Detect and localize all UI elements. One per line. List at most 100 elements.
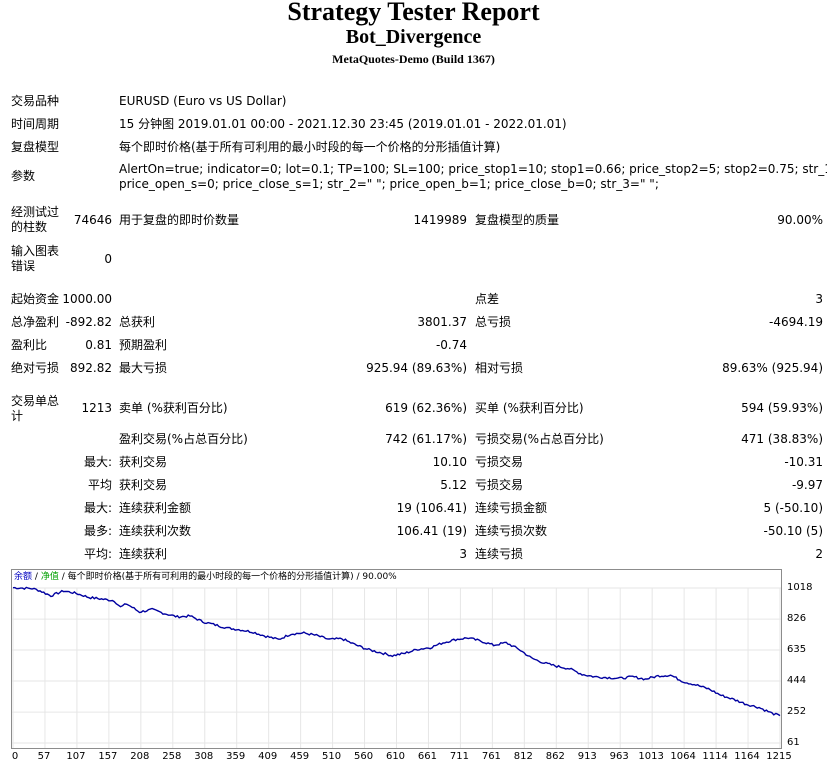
expert-name: Bot_Divergence bbox=[345, 26, 482, 48]
x-tick-label: 661 bbox=[417, 751, 437, 762]
most-cons-loss-label: 连续亏损次数 bbox=[475, 524, 548, 538]
period-value: 15 分钟图 2019.01.01 00:00 - 2021.12.30 23:… bbox=[119, 117, 567, 131]
x-tick-label: 57 bbox=[37, 751, 51, 762]
period-label: 时间周期 bbox=[11, 117, 60, 131]
max-cons-losses-value: 5 (-50.10) bbox=[763, 501, 824, 515]
caption-sep-1: / bbox=[34, 572, 38, 582]
loss-trades-value: 471 (38.83%) bbox=[741, 432, 823, 446]
largest-profit-label: 获利交易 bbox=[119, 455, 168, 469]
most-prefix: 最多: bbox=[83, 524, 112, 538]
model-label: 复盘模型 bbox=[11, 140, 60, 154]
x-tick-label: 812 bbox=[513, 751, 533, 762]
y-tick-label: 1018 bbox=[787, 582, 813, 593]
max-prefix: 最大: bbox=[83, 501, 112, 515]
bars-label-1: 经测试过 bbox=[11, 205, 60, 219]
abs-drawdown-label: 绝对亏损 bbox=[11, 361, 60, 375]
y-tick-label: 61 bbox=[787, 737, 800, 748]
spread-value: 3 bbox=[815, 292, 823, 306]
average-profit-value: 5.12 bbox=[440, 478, 467, 492]
server-build: MetaQuotes-Demo (Build 1367) bbox=[332, 52, 495, 66]
ticks-value: 1419989 bbox=[413, 213, 467, 227]
y-tick-label: 252 bbox=[787, 706, 807, 718]
x-tick-label: 510 bbox=[322, 751, 342, 762]
profit-factor-value: 0.81 bbox=[85, 338, 112, 352]
x-tick-label: 208 bbox=[130, 751, 150, 762]
params-line-2: price_open_s=0; price_close_s=1; str_2="… bbox=[119, 177, 659, 191]
expected-payoff-value: -0.74 bbox=[435, 338, 467, 352]
avg-cons-wins-label: 连续获利 bbox=[119, 547, 168, 561]
caption-model: 每个即时价格(基于所有可利用的最小时段的每一个价格的分形插值计算) / 90.0… bbox=[67, 572, 397, 582]
x-tick-label: 913 bbox=[577, 751, 597, 762]
x-tick-label: 359 bbox=[226, 751, 246, 762]
most-cons-profit-label: 连续获利次数 bbox=[119, 524, 192, 538]
chart-caption: 余额 / 净值 / 每个即时价格(基于所有可利用的最小时段的每一个价格的分形插值… bbox=[14, 572, 397, 583]
x-tick-label: 107 bbox=[66, 751, 86, 762]
long-trades-label: 买单 (%获利百分比) bbox=[475, 401, 584, 415]
abs-drawdown-value: 892.82 bbox=[70, 361, 112, 375]
max-drawdown-label: 最大亏损 bbox=[119, 361, 168, 375]
most-cons-profit-value: 106.41 (19) bbox=[396, 524, 467, 538]
x-tick-label: 711 bbox=[449, 751, 469, 762]
symbol-label: 交易品种 bbox=[11, 94, 60, 108]
rel-drawdown-value: 89.63% (925.94) bbox=[722, 361, 823, 375]
deposit-value: 1000.00 bbox=[62, 292, 112, 306]
avg-cons-losses-label: 连续亏损 bbox=[475, 547, 524, 561]
largest-prefix: 最大: bbox=[83, 455, 112, 469]
gross-loss-label: 总亏损 bbox=[475, 315, 512, 329]
x-tick-label: 1064 bbox=[670, 751, 696, 762]
gross-loss-value: -4694.19 bbox=[769, 315, 823, 329]
x-tick-label: 409 bbox=[258, 751, 278, 762]
x-tick-label: 258 bbox=[162, 751, 182, 762]
rel-drawdown-label: 相对亏损 bbox=[475, 361, 524, 375]
caption-balance: 余额 bbox=[14, 572, 33, 582]
bars-value: 74646 bbox=[73, 213, 112, 227]
gross-profit-value: 3801.37 bbox=[417, 315, 467, 329]
report-title: Strategy Tester Report bbox=[287, 0, 540, 26]
x-tick-label: 862 bbox=[545, 751, 565, 762]
balance-line bbox=[12, 586, 781, 717]
total-trades-value: 1213 bbox=[81, 401, 112, 415]
x-tick-label: 963 bbox=[609, 751, 629, 762]
avg-prefix: 平均: bbox=[83, 547, 112, 561]
x-tick-label: 0 bbox=[11, 751, 19, 762]
x-tick-label: 560 bbox=[353, 751, 374, 762]
errors-label-1: 输入图表 bbox=[11, 244, 60, 258]
x-tick-label: 1215 bbox=[766, 751, 792, 762]
average-loss-label: 亏损交易 bbox=[475, 478, 524, 492]
loss-trades-label: 亏损交易(%占总百分比) bbox=[475, 432, 604, 446]
bars-label-2: 的柱数 bbox=[11, 220, 48, 234]
model-value: 每个即时价格(基于所有可利用的最小时段的每一个价格的分形插值计算) bbox=[119, 140, 501, 154]
profit-factor-label: 盈利比 bbox=[11, 338, 48, 352]
x-tick-label: 157 bbox=[98, 751, 118, 762]
gross-profit-label: 总获利 bbox=[119, 315, 156, 329]
caption-equity: 净值 bbox=[40, 572, 59, 582]
long-trades-value: 594 (59.93%) bbox=[741, 401, 823, 415]
x-tick-label: 610 bbox=[385, 751, 406, 762]
max-cons-wins-label: 连续获利金额 bbox=[119, 501, 192, 515]
average-prefix: 平均 bbox=[87, 478, 112, 492]
y-tick-label: 635 bbox=[787, 644, 807, 656]
expected-payoff-label: 预期盈利 bbox=[119, 338, 168, 352]
max-cons-wins-value: 19 (106.41) bbox=[396, 501, 467, 515]
x-tick-label: 459 bbox=[290, 751, 310, 762]
net-profit-value: -892.82 bbox=[65, 315, 112, 329]
symbol-value: EURUSD (Euro vs US Dollar) bbox=[119, 94, 287, 108]
most-cons-loss-value: -50.10 (5) bbox=[763, 524, 824, 538]
spread-label: 点差 bbox=[475, 292, 500, 306]
largest-loss-value: -10.31 bbox=[784, 455, 823, 469]
errors-label-2: 错误 bbox=[11, 259, 36, 273]
avg-cons-wins-value: 3 bbox=[459, 547, 467, 561]
x-tick-label: 1114 bbox=[702, 751, 728, 762]
ticks-label: 用于复盘的即时价数量 bbox=[119, 213, 240, 227]
average-loss-value: -9.97 bbox=[791, 478, 823, 492]
total-trades-label-2: 计 bbox=[11, 409, 24, 423]
max-drawdown-value: 925.94 (89.63%) bbox=[366, 361, 467, 375]
x-tick-label: 1164 bbox=[734, 751, 760, 762]
quality-label: 复盘模型的质量 bbox=[475, 213, 560, 227]
avg-cons-losses-value: 2 bbox=[815, 547, 823, 561]
max-cons-losses-label: 连续亏损金额 bbox=[475, 501, 548, 515]
deposit-label: 起始资金 bbox=[11, 292, 60, 306]
caption-sep-2: / bbox=[61, 572, 65, 582]
profit-trades-label: 盈利交易(%占总百分比) bbox=[119, 432, 248, 446]
errors-value: 0 bbox=[104, 252, 112, 266]
